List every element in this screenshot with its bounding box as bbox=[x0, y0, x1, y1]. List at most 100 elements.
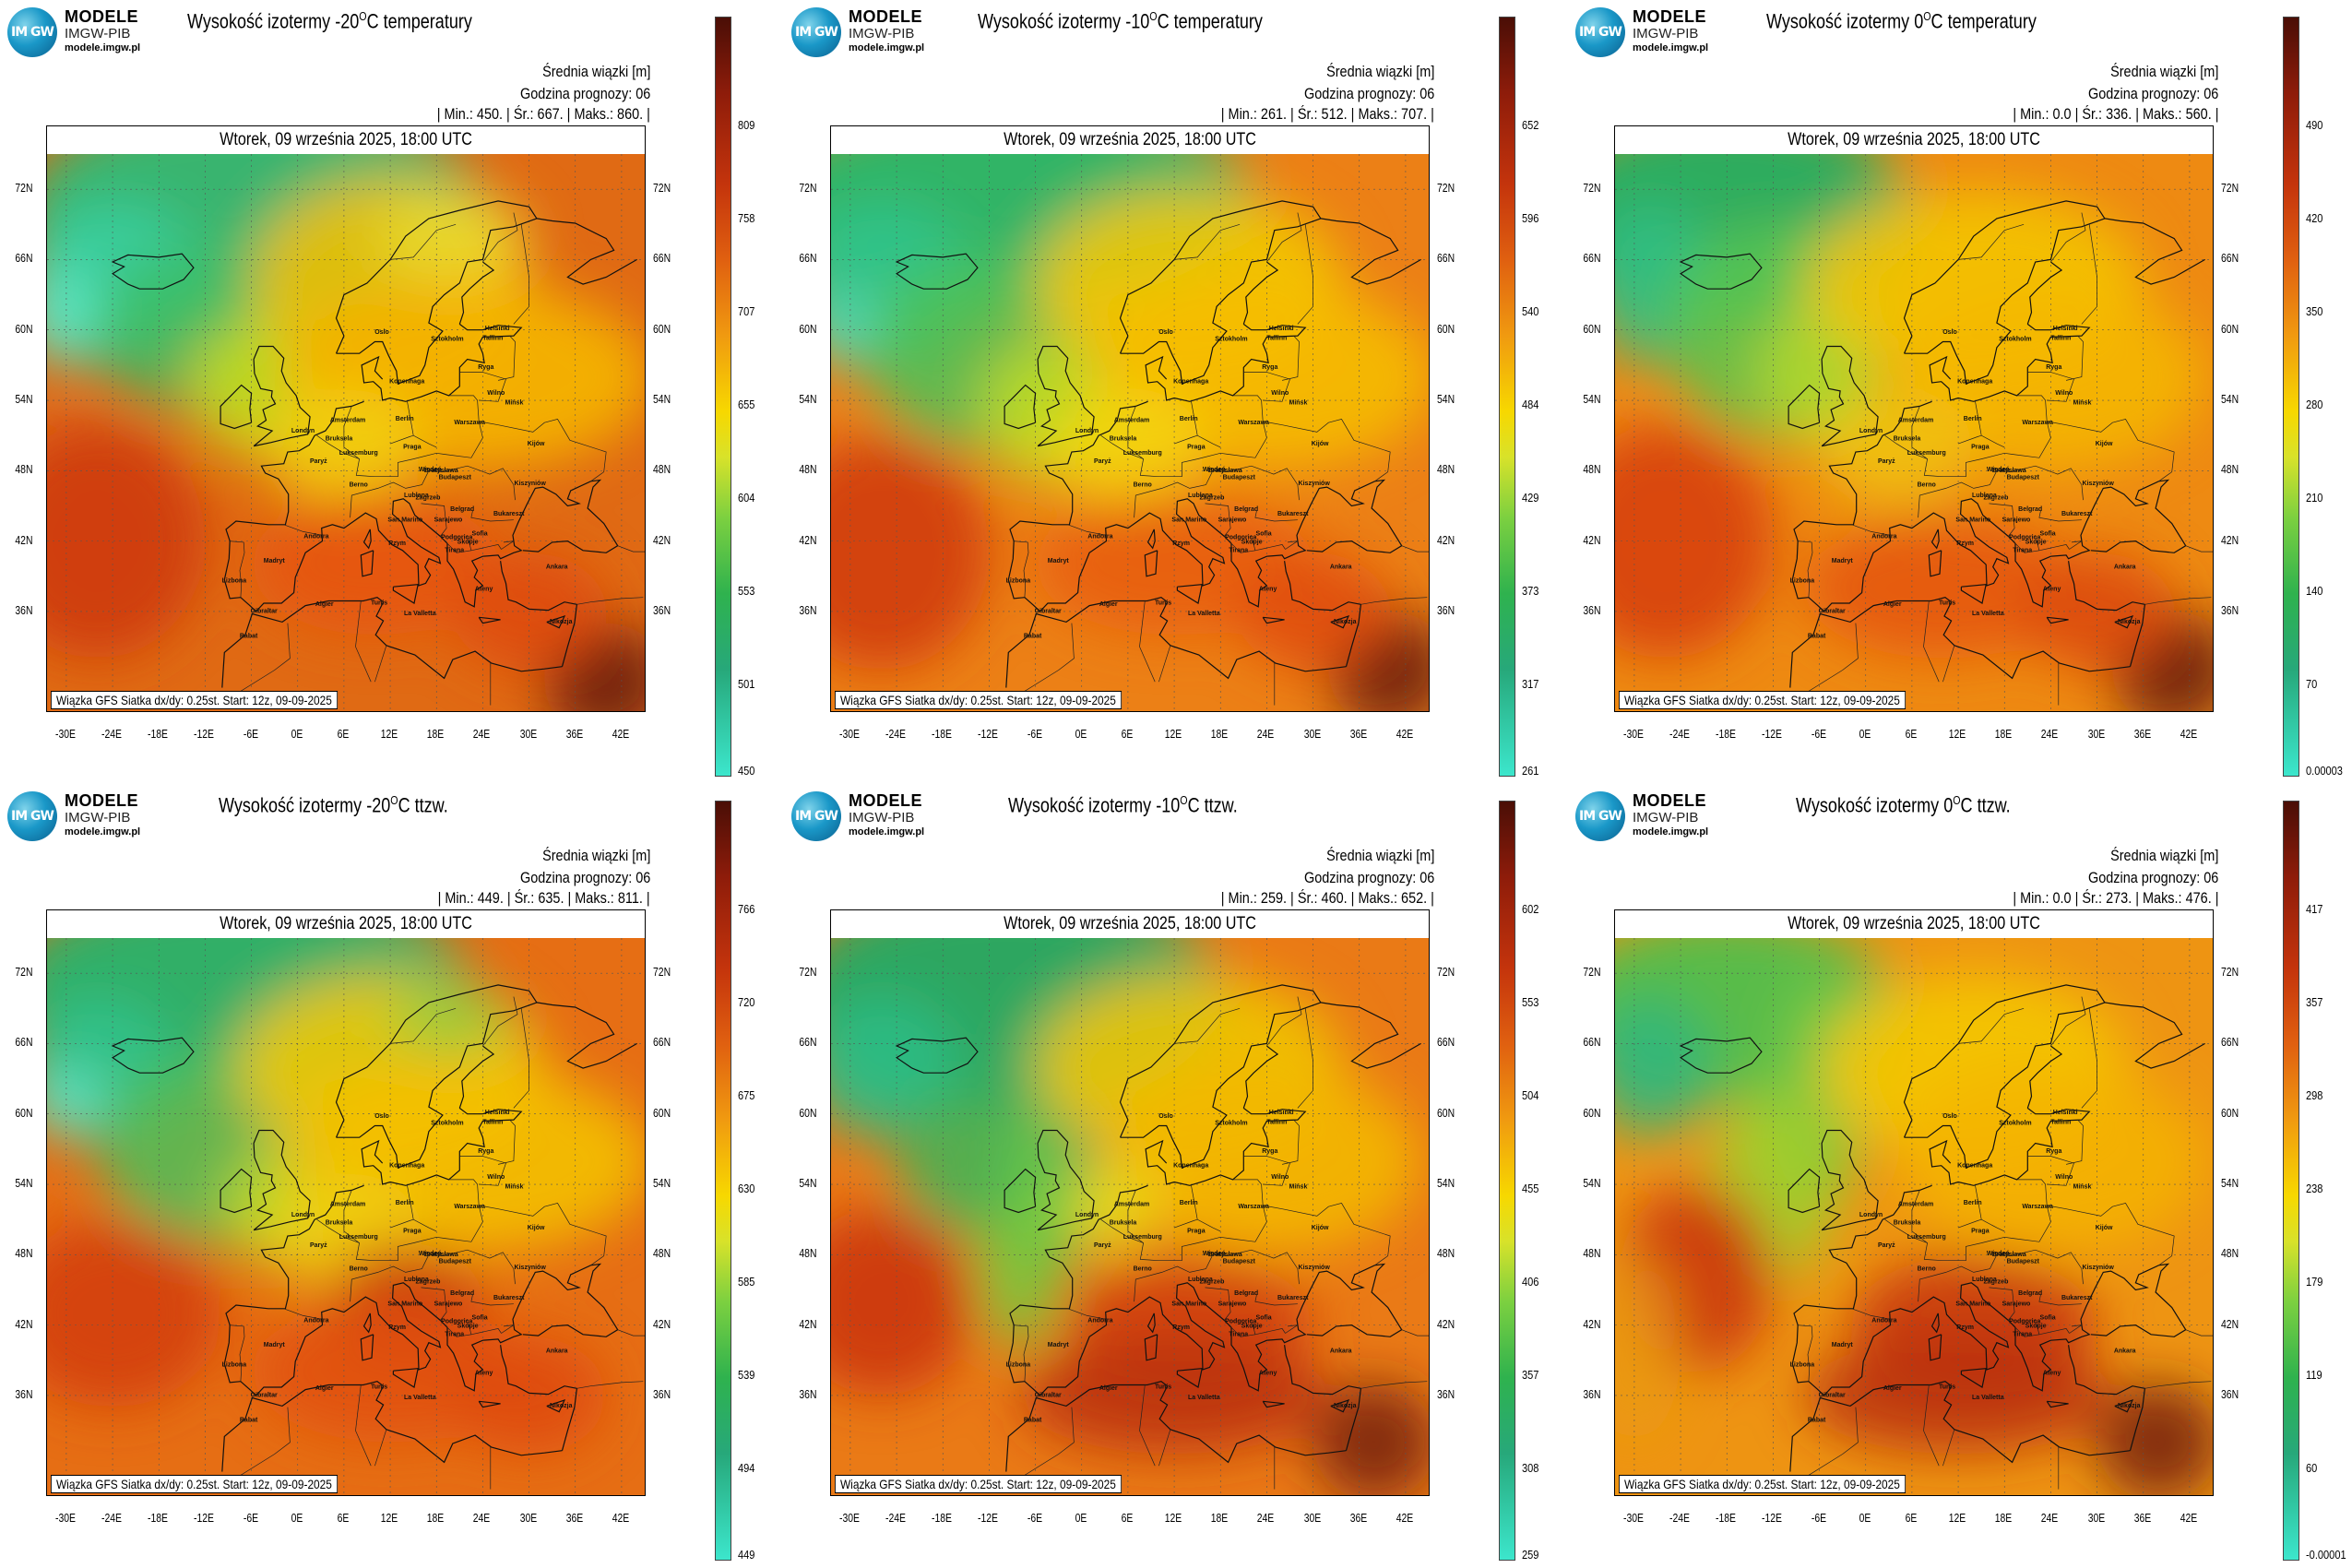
coastline bbox=[111, 253, 195, 290]
lat-label-left: 48N bbox=[15, 462, 33, 477]
country-border bbox=[1173, 1218, 1198, 1229]
country-border bbox=[1015, 1407, 1075, 1481]
lat-label-left: 54N bbox=[799, 1176, 817, 1191]
city-label: Andorra bbox=[1871, 1317, 1896, 1324]
colorbar-tick: 655 bbox=[738, 398, 755, 411]
coastline bbox=[361, 1107, 523, 1186]
forecast-date: Wtorek, 09 września 2025, 18:00 UTC bbox=[47, 126, 645, 155]
country-border bbox=[2038, 510, 2082, 522]
lat-label-left: 66N bbox=[15, 1035, 33, 1050]
city-label: Sarajewo bbox=[2002, 517, 2031, 523]
country-border bbox=[316, 1218, 360, 1243]
country-border bbox=[2027, 372, 2074, 402]
forecast-date: Wtorek, 09 września 2025, 18:00 UTC bbox=[831, 126, 1429, 155]
lon-label: -12E bbox=[1762, 1511, 1783, 1525]
stat-value: 476. bbox=[2185, 889, 2212, 907]
city-label: Bukareszt bbox=[2061, 511, 2093, 517]
coastline bbox=[392, 584, 419, 604]
city-label: Wiedeń bbox=[419, 1251, 442, 1257]
stat-value: Śr.: bbox=[1297, 105, 1318, 123]
city-label: Sarajewo bbox=[434, 1301, 463, 1307]
city-label: Paryż bbox=[1094, 458, 1111, 465]
isotherm-map: Oslo Sztokholm Helsinki Tallinn Ryga Kopenhag… bbox=[47, 938, 645, 1495]
city-label: Bukareszt bbox=[1277, 511, 1309, 517]
country-border bbox=[2038, 1328, 2070, 1336]
city-label: Londyn bbox=[1075, 428, 1099, 434]
city-label: Zagrzeb bbox=[416, 1278, 441, 1285]
stat-value: Maks.: bbox=[2142, 889, 2182, 907]
field-blob bbox=[1615, 996, 1712, 1138]
country-border bbox=[479, 1202, 607, 1266]
lon-label: 6E bbox=[1905, 727, 1918, 741]
coastline bbox=[220, 384, 253, 430]
lon-label: -12E bbox=[978, 727, 999, 741]
city-label: Sofia bbox=[2040, 1315, 2056, 1322]
city-label: Tallinn bbox=[482, 1119, 503, 1125]
stat-value: Maks.: bbox=[574, 105, 614, 123]
lon-label: -24E bbox=[1669, 727, 1691, 741]
lat-label-left: 42N bbox=[799, 1316, 817, 1331]
lat-label-right: 48N bbox=[653, 1246, 671, 1261]
city-label: Amsterdam bbox=[1898, 417, 1934, 423]
country-border bbox=[2038, 1294, 2082, 1306]
country-border bbox=[482, 996, 518, 1047]
colorbar-tick: 707 bbox=[738, 304, 755, 318]
lon-label: 30E bbox=[519, 727, 537, 741]
country-border bbox=[2014, 1319, 2040, 1337]
logo-line2: IMGW-PIB bbox=[1633, 26, 1699, 42]
title-text: Wysokość izotermy 0 bbox=[1766, 9, 1924, 33]
colorbar-tick: 119 bbox=[2306, 1368, 2322, 1382]
colorbar-tick: 809 bbox=[738, 118, 755, 132]
city-label: Skopje bbox=[2025, 540, 2047, 546]
title-suffix: C ttzw. bbox=[1187, 793, 1238, 817]
city-label: Wiedeń bbox=[1203, 467, 1226, 473]
coastline bbox=[1788, 1168, 1821, 1214]
city-label: Oslo bbox=[1158, 1113, 1173, 1120]
city-label: Sofia bbox=[1256, 1315, 1272, 1322]
city-label: Ryga bbox=[478, 1148, 493, 1155]
city-label: Gibraltar bbox=[1819, 609, 1846, 615]
lat-label-left: 54N bbox=[15, 1176, 33, 1191]
city-label: Madryt bbox=[1048, 1342, 1070, 1348]
map-panel: IM GW MODELE IMGW-PIB modele.imgw.pl Wysokoś… bbox=[0, 784, 784, 1568]
country-border bbox=[576, 1381, 644, 1389]
lat-label-left: 60N bbox=[799, 321, 817, 336]
city-label: Kopenhaga bbox=[1957, 1162, 1992, 1169]
country-border bbox=[229, 1324, 245, 1382]
city-label: Mińsk bbox=[2073, 1183, 2092, 1190]
city-label: Tirana bbox=[2013, 548, 2032, 554]
city-label: Nikozja bbox=[550, 619, 573, 625]
country-border bbox=[1851, 1308, 1891, 1320]
stats-line: | Min.: 259. | Śr.: 460. | Maks.: 652. | bbox=[1220, 889, 1434, 907]
coastline bbox=[546, 1398, 566, 1413]
beam-label: Średnia wiązki [m] bbox=[1325, 847, 1434, 864]
city-label: Algier bbox=[1099, 1385, 1118, 1392]
coastline bbox=[362, 529, 372, 550]
coastline bbox=[1146, 529, 1156, 550]
field-blob bbox=[251, 493, 499, 636]
stat-value: Min.: bbox=[1228, 889, 1257, 907]
map-panel: IM GW MODELE IMGW-PIB modele.imgw.pl Wysokoś… bbox=[1568, 784, 2352, 1568]
stat-value: Maks.: bbox=[1358, 889, 1398, 907]
city-label: Madryt bbox=[1048, 558, 1070, 564]
country-border bbox=[1127, 395, 1267, 478]
lat-label-left: 48N bbox=[1583, 1246, 1601, 1261]
city-label: Sarajewo bbox=[1218, 1301, 1247, 1307]
city-label: Kopenhaga bbox=[389, 378, 424, 385]
city-label: Ankara bbox=[2114, 1348, 2136, 1354]
colorbar-tick: 298 bbox=[2306, 1088, 2323, 1102]
title-text: Wysokość izotermy -10 bbox=[1008, 793, 1181, 817]
country-border bbox=[1360, 1381, 1428, 1389]
country-border bbox=[1134, 465, 1300, 518]
city-label: Kijów bbox=[2096, 441, 2113, 447]
map-area: Oslo Sztokholm Helsinki Tallinn Ryga Kopenhag… bbox=[47, 938, 645, 1495]
city-label: Warszawa bbox=[1238, 1204, 1269, 1210]
logo-line1: MODELE bbox=[65, 791, 139, 810]
stat-value: 460. bbox=[1321, 889, 1348, 907]
panel-title: Wysokość izotermy -20OC ttzw. bbox=[219, 793, 448, 817]
city-label: Andorra bbox=[1087, 1317, 1112, 1324]
lon-label: -30E bbox=[54, 727, 76, 741]
stat-value: Min.: bbox=[445, 889, 475, 907]
map-panel: IM GW MODELE IMGW-PIB modele.imgw.pl Wysokoś… bbox=[0, 0, 784, 784]
country-border bbox=[1297, 1008, 1313, 1109]
